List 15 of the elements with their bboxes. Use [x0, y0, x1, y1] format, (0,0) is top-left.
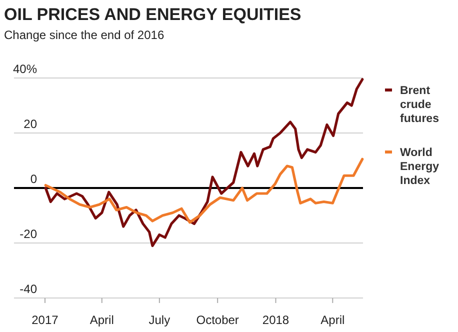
y-tick-label: 0	[30, 172, 38, 186]
chart-title: OIL PRICES AND ENERGY EQUITIES	[4, 5, 302, 24]
legend-label: Brent crude futures	[400, 85, 439, 125]
y-tick-label: 40%	[12, 62, 38, 76]
x-tick-label: 2017	[32, 313, 59, 327]
x-tick-label: July	[148, 313, 170, 327]
x-tick-label: April	[320, 313, 345, 327]
y-tick-label: -20	[20, 227, 38, 241]
x-tick-label: April	[90, 313, 114, 327]
chart-subtitle: Change since the end of 2016	[4, 28, 164, 42]
legend-label: World Energy Index	[400, 147, 440, 187]
x-tick-label: 2018	[262, 313, 290, 327]
x-tick-label: October	[196, 313, 239, 327]
y-tick-label: -40	[20, 282, 38, 296]
y-tick-label: 20	[24, 117, 38, 131]
